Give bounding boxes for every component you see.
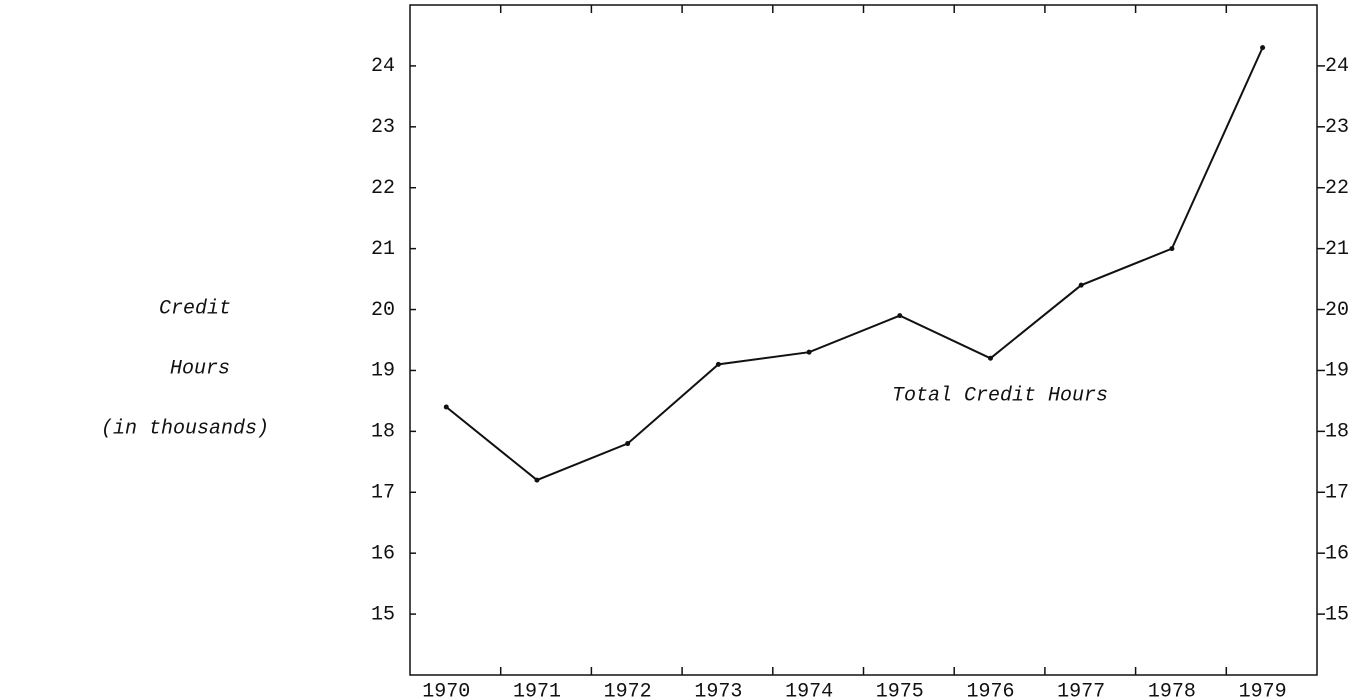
y-tick-label: 15 — [371, 603, 395, 626]
y2-tick-label: 15 — [1325, 603, 1349, 626]
x-tick-label: 1970 — [422, 680, 470, 700]
x-tick-label: 1976 — [966, 680, 1014, 700]
data-point — [715, 361, 721, 367]
data-point — [443, 404, 449, 410]
y-tick-label: 22 — [371, 177, 395, 200]
y-tick-label: 19 — [371, 360, 395, 383]
y2-tick-label: 17 — [1325, 482, 1349, 505]
y2-tick-label: 18 — [1325, 421, 1349, 444]
y2-tick-label: 24 — [1325, 55, 1349, 78]
y2-tick-label: 21 — [1325, 238, 1349, 261]
x-tick-label: 1975 — [876, 680, 924, 700]
y2-tick-label: 23 — [1325, 116, 1349, 139]
y2-tick-label: 16 — [1325, 542, 1349, 565]
y-tick-label: 21 — [371, 238, 395, 261]
data-point — [625, 441, 631, 447]
x-tick-label: 1979 — [1239, 680, 1287, 700]
y-axis-label: (in thousands) — [101, 417, 269, 440]
y2-tick-label: 19 — [1325, 360, 1349, 383]
x-tick-label: 1973 — [694, 680, 742, 700]
data-point — [897, 313, 903, 319]
y-axis-label: Hours — [170, 357, 230, 380]
x-tick-label: 1977 — [1057, 680, 1105, 700]
data-point — [1169, 246, 1175, 252]
data-point — [987, 355, 993, 361]
y-tick-label: 24 — [371, 55, 395, 78]
data-point — [806, 349, 812, 355]
plot-frame — [409, 4, 1318, 676]
data-point — [1260, 45, 1266, 51]
y-tick-label: 20 — [371, 299, 395, 322]
series-label: Total Credit Hours — [892, 384, 1108, 407]
y-axis-label: Credit — [159, 297, 231, 320]
data-point — [1078, 282, 1084, 288]
y-tick-label: 17 — [371, 482, 395, 505]
data-point — [534, 477, 540, 483]
x-tick-label: 1971 — [513, 680, 561, 700]
y2-tick-label: 22 — [1325, 177, 1349, 200]
x-tick-label: 1974 — [785, 680, 833, 700]
data-line — [445, 47, 1264, 482]
y-tick-label: 18 — [371, 421, 395, 444]
x-tick-label: 1978 — [1148, 680, 1196, 700]
x-tick-label: 1972 — [604, 680, 652, 700]
y2-tick-label: 20 — [1325, 299, 1349, 322]
y-tick-label: 16 — [371, 542, 395, 565]
y-tick-label: 23 — [371, 116, 395, 139]
